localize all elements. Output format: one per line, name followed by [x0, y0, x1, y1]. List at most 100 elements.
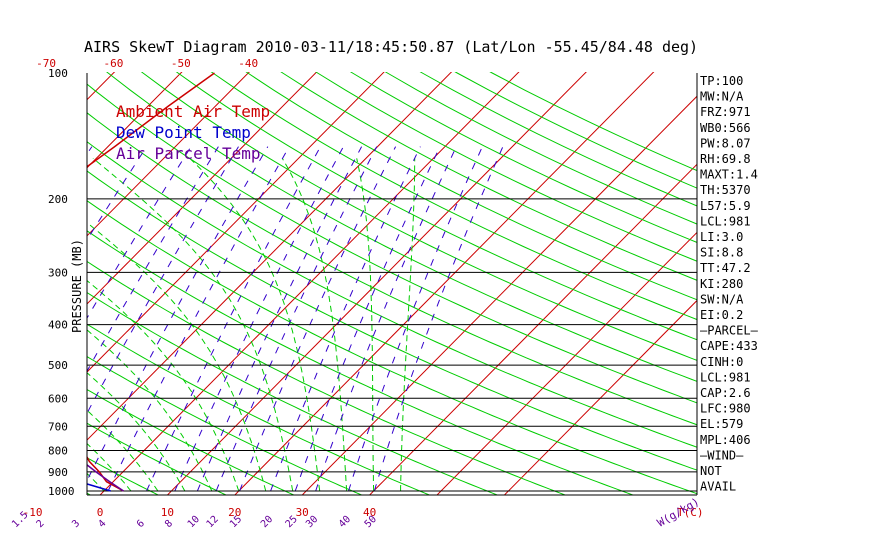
sounding-index: L57:5.9: [700, 199, 751, 213]
sounding-index: LCL:981: [700, 370, 751, 384]
dry-adiabat-line: [87, 291, 499, 495]
pressure-tick-label: 800: [48, 444, 68, 457]
sounding-index: CAPE:433: [700, 339, 758, 353]
dry-adiabat-line: [87, 323, 431, 495]
pressure-tick-label: 400: [48, 319, 68, 332]
mixing-ratio-line: [174, 146, 344, 492]
isotherm-line: [166, 72, 587, 495]
bottom-temp-tick-label: 0: [97, 506, 104, 519]
dry-adiabat-line: [454, 72, 697, 189]
pressure-tick-label: 200: [48, 193, 68, 206]
bottom-temp-tick-label: 40: [363, 506, 376, 519]
dry-adiabat-line: [87, 388, 295, 495]
mixing-ratio-line: [348, 146, 483, 492]
moist-adiabat-line: [87, 329, 213, 492]
isotherm-line: [87, 72, 183, 169]
sounding-index: —PARCEL—: [700, 324, 759, 338]
sounding-index: LI:3.0: [700, 230, 743, 244]
mixing-ratio-tick-label: 4: [96, 518, 108, 530]
sounding-index: PW:8.07: [700, 136, 751, 150]
y-axis-label: PRESSURE (MB): [70, 239, 84, 333]
pressure-tick-label: 500: [48, 359, 68, 372]
mixing-ratio-tick-label: 10: [186, 514, 202, 530]
mixing-ratio-line: [294, 146, 441, 492]
dry-adiabat-line: [87, 355, 363, 495]
pressure-tick-label: 900: [48, 466, 68, 479]
mixing-ratio-tick-label: 12: [205, 514, 221, 530]
pressure-tick-label: 700: [48, 420, 68, 433]
moist-adiabat-line: [0, 158, 50, 491]
isotherm-line: [368, 163, 697, 495]
top-temp-tick-label: -50: [171, 57, 191, 70]
mixing-ratio-line: [315, 146, 457, 492]
mixing-ratio-tick-label: 8: [163, 518, 175, 530]
dry-adiabat-line: [140, 72, 697, 361]
moist-adiabat-line: [0, 158, 23, 491]
mixing-ratio-tick-label: 40: [337, 514, 353, 530]
dry-adiabat-line: [87, 170, 697, 471]
sounding-index: TH:5370: [700, 183, 751, 197]
legend-item: Air Parcel Temp: [116, 144, 261, 163]
sounding-index: SW:N/A: [700, 292, 744, 306]
sounding-index: WB0:566: [700, 121, 751, 135]
mixing-ratio-line: [87, 146, 269, 482]
isotherm-line: [234, 72, 655, 495]
pressure-tick-label: 100: [48, 67, 68, 80]
mixing-ratio-line: [239, 146, 397, 492]
sounding-index: —WIND—: [700, 448, 744, 462]
sounding-index: CAP:2.6: [700, 386, 751, 400]
mixing-ratio-line: [215, 146, 378, 492]
sounding-index: LCL:981: [700, 214, 751, 228]
isotherm-line: [87, 72, 453, 441]
dry-adiabat-line: [87, 112, 697, 426]
legend-item: Ambient Air Temp: [116, 102, 270, 121]
dry-adiabat-line: [87, 260, 567, 495]
sounding-index: FRZ:971: [700, 105, 751, 119]
sounding-index: LFC:980: [700, 402, 751, 416]
bottom-temp-tick-label: -10: [23, 506, 43, 519]
bottom-temp-tick-label: 30: [296, 506, 309, 519]
dry-adiabat-line: [419, 72, 697, 207]
dry-adiabat-line: [87, 141, 697, 448]
moist-adiabat-line: [87, 372, 186, 492]
isotherm-line: [301, 95, 697, 495]
dry-adiabat-line: [349, 72, 697, 244]
moist-adiabat-line: [87, 409, 159, 492]
isotherm-line: [87, 72, 385, 373]
mixing-ratio-tick-label: 3: [70, 518, 82, 530]
sounding-index: KI:280: [700, 277, 743, 291]
mixing-ratio-line: [373, 146, 504, 492]
isotherm-line: [503, 299, 697, 495]
isotherm-line: [87, 72, 318, 305]
top-temp-tick-label: -70: [36, 57, 56, 70]
pressure-tick-label: 300: [48, 266, 68, 279]
sounding-index: MAXT:1.4: [700, 168, 758, 182]
sounding-index: NOT: [700, 464, 722, 478]
mixing-ratio-line: [107, 146, 290, 492]
sounding-index: AVAIL: [700, 480, 736, 494]
dry-adiabat-line: [87, 422, 228, 495]
mixing-ratio-line: [87, 146, 192, 320]
bottom-temp-tick-label: 10: [161, 506, 174, 519]
dry-adiabat-line: [384, 72, 697, 225]
dry-adiabat-line: [87, 457, 160, 495]
sounding-index: MW:N/A: [700, 90, 744, 104]
dry-adiabat-line: [315, 72, 697, 262]
mixing-ratio-line: [270, 146, 421, 492]
isotherm-line: [87, 72, 250, 237]
dry-adiabat-line: [210, 72, 697, 321]
temp-unit-label: T(C): [677, 506, 704, 519]
sounding-index: MPL:406: [700, 433, 751, 447]
isotherm-line: [99, 72, 520, 495]
mixing-ratio-tick-label: 6: [135, 518, 147, 530]
dry-adiabat-line: [106, 72, 697, 382]
sounding-index: RH:69.8: [700, 152, 751, 166]
sounding-index: CINH:0: [700, 355, 743, 369]
bottom-temp-tick-label: 20: [228, 506, 241, 519]
ambient-air-temp-line: [87, 72, 215, 492]
sounding-index: SI:8.8: [700, 246, 743, 260]
mixing-ratio-line: [87, 146, 219, 373]
pressure-tick-label: 600: [48, 392, 68, 405]
dry-adiabat-line: [0, 54, 31, 500]
